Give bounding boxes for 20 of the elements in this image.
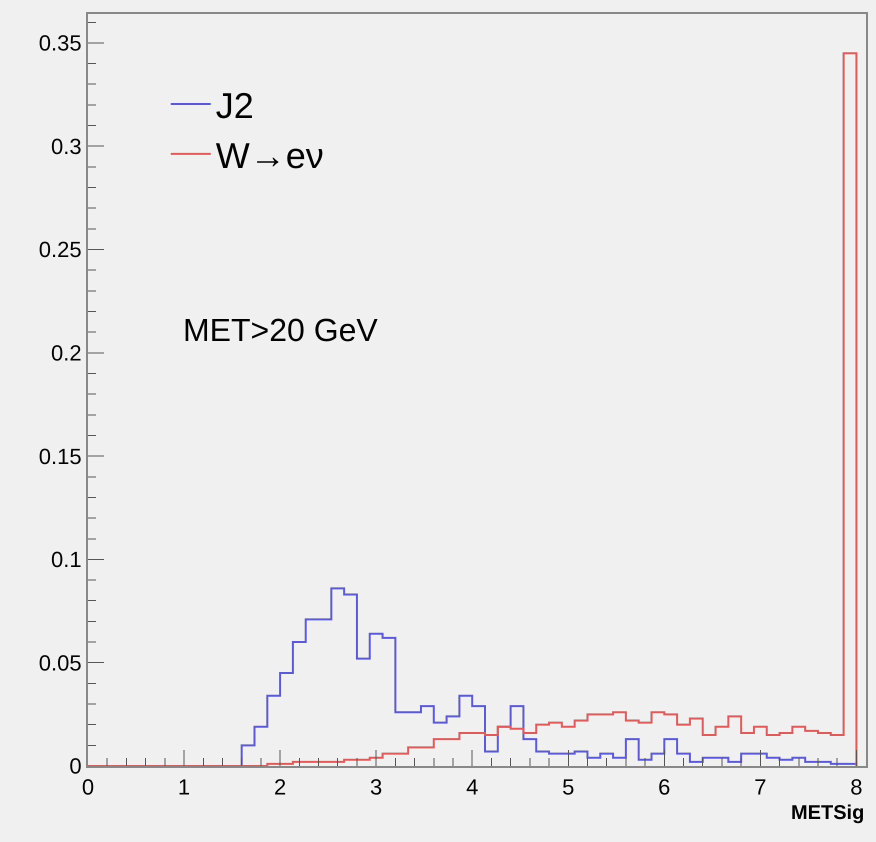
x-tick-label: 4 [466,774,478,800]
y-tick-label: 0.3 [51,134,82,159]
x-tick-label: 3 [370,774,382,800]
y-tick-label: 0.1 [51,547,82,572]
x-tick-label: 7 [754,774,766,800]
x-tick-label: 6 [658,774,670,800]
y-tick-label: 0 [69,754,82,779]
x-axis-title: METSig [791,802,864,824]
x-tick-label: 2 [274,774,286,800]
annotation: MET>20 GeV [183,312,378,348]
x-tick-label: 1 [178,774,190,800]
y-tick-label: 0.2 [51,340,82,366]
legend-label: J2 [216,85,254,126]
y-tick-label: 0.15 [38,444,82,469]
legend-label: W→eν [216,134,324,176]
y-tick-label: 0.25 [38,237,82,262]
x-tick-label: 8 [850,774,863,800]
x-tick-label: 5 [562,774,574,800]
y-tick-label: 0.05 [38,650,82,676]
y-tick-label: 0.35 [38,30,82,56]
